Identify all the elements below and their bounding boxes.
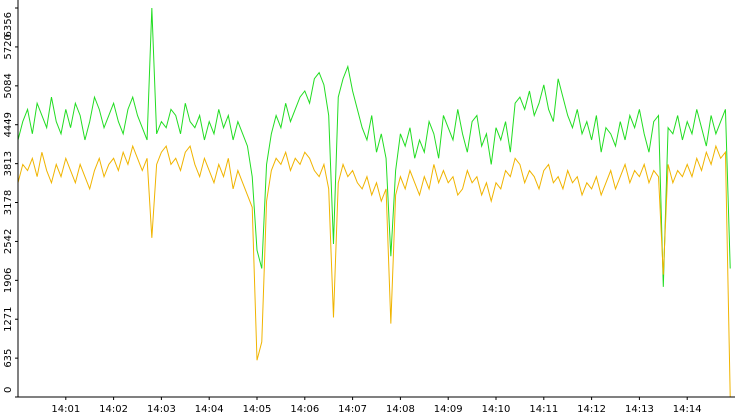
x-tick-label: 14:10 <box>482 404 511 415</box>
x-tick-label: 14:03 <box>147 404 176 415</box>
y-tick-label: 2542 <box>3 229 14 254</box>
x-tick-label: 14:11 <box>529 404 558 415</box>
series-line <box>17 7 731 287</box>
x-tick-label: 14:02 <box>99 404 128 415</box>
x-tick-label: 14:08 <box>386 404 415 415</box>
series-line <box>17 144 731 398</box>
y-tick-label: 3178 <box>3 190 14 215</box>
x-tick-label: 14:13 <box>625 404 654 415</box>
y-tick-label: 4449 <box>3 112 14 137</box>
y-tick-label: 3813 <box>3 151 14 176</box>
x-tick-label: 14:05 <box>243 404 272 415</box>
y-tick-label: 0 <box>3 387 14 393</box>
x-tick-label: 14:07 <box>338 404 367 415</box>
x-tick-label: 14:14 <box>673 404 702 415</box>
x-tick-label: 14:04 <box>195 404 224 415</box>
x-tick-label: 14:12 <box>577 404 606 415</box>
x-tick-label: 14:01 <box>51 404 80 415</box>
y-tick-label: 5720 <box>3 34 14 59</box>
y-tick-label: 5084 <box>3 73 14 98</box>
x-tick-label: 14:06 <box>290 404 319 415</box>
x-tick-label: 14:09 <box>434 404 463 415</box>
y-tick-label: 1271 <box>3 306 14 331</box>
y-tick-label: 6356 <box>3 12 14 37</box>
y-tick-label: 1906 <box>3 268 14 293</box>
y-tick-label: 635 <box>3 349 14 368</box>
